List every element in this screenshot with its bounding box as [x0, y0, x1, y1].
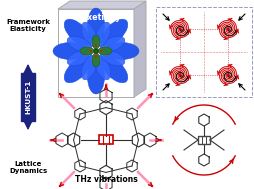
Ellipse shape — [92, 35, 100, 49]
Bar — [157, 98, 252, 186]
Text: Framework
Elasticity: Framework Elasticity — [6, 19, 50, 33]
Ellipse shape — [87, 8, 104, 42]
Ellipse shape — [100, 50, 102, 52]
Ellipse shape — [98, 47, 112, 55]
Bar — [156, 7, 252, 97]
Ellipse shape — [95, 55, 111, 80]
Ellipse shape — [90, 50, 92, 52]
Ellipse shape — [67, 50, 92, 66]
Ellipse shape — [92, 53, 100, 67]
Ellipse shape — [80, 47, 94, 55]
Bar — [21, 73, 35, 121]
Text: THz vibrations: THz vibrations — [75, 176, 137, 184]
Ellipse shape — [81, 55, 97, 80]
Ellipse shape — [67, 36, 92, 52]
Bar — [99, 135, 113, 144]
Bar — [198, 136, 210, 144]
Ellipse shape — [100, 50, 125, 66]
Text: Lattice
Dynamics: Lattice Dynamics — [9, 160, 47, 174]
Ellipse shape — [101, 19, 128, 46]
Text: HKUST-1: HKUST-1 — [25, 80, 31, 114]
Ellipse shape — [64, 56, 91, 83]
FancyArrowPatch shape — [23, 65, 33, 129]
Ellipse shape — [53, 43, 87, 60]
Ellipse shape — [100, 36, 125, 52]
Ellipse shape — [105, 43, 139, 60]
Ellipse shape — [95, 22, 111, 47]
Ellipse shape — [95, 45, 97, 47]
Text: Auxeticity: Auxeticity — [76, 12, 122, 22]
Ellipse shape — [95, 55, 97, 57]
Ellipse shape — [101, 56, 128, 83]
Ellipse shape — [81, 22, 97, 47]
Polygon shape — [134, 1, 146, 97]
Bar — [58, 98, 155, 186]
Polygon shape — [58, 9, 134, 97]
Polygon shape — [58, 1, 146, 9]
Ellipse shape — [93, 48, 99, 54]
Ellipse shape — [64, 19, 91, 46]
Ellipse shape — [87, 60, 104, 94]
